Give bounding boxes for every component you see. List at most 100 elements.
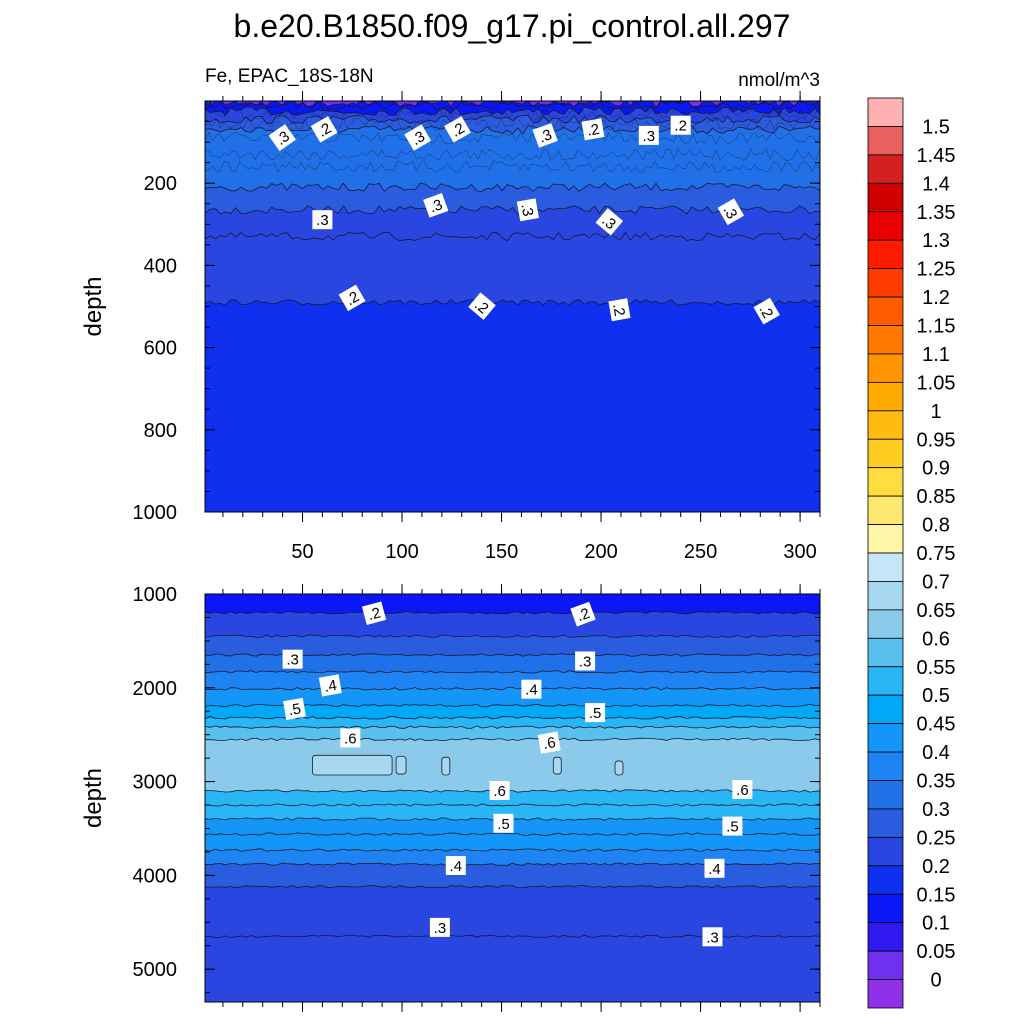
top-panel: .3 .2 .3 .2 .3 .2 .3 .2 .3 .3 .3 .3 .3 .2 .2 .2 .2 200 400… [80, 91, 821, 563]
colorbar-label: 0.6 [922, 628, 950, 650]
contour-label-text: .2 [674, 118, 687, 135]
colorbar-swatch [867, 438, 904, 469]
contour-label: .6 [537, 731, 561, 754]
y-tick-label: 1000 [133, 502, 178, 524]
contour-label: .2 [338, 284, 366, 312]
contour-label-text: .5 [726, 819, 739, 836]
contour-label-box [283, 697, 307, 720]
contour-line [205, 634, 820, 638]
colorbar-label: 0.2 [922, 856, 950, 878]
contour-label-box [445, 856, 466, 875]
contour-label-text: .5 [287, 700, 302, 719]
contour-label: .2 [310, 116, 338, 143]
colorbar-swatch [867, 694, 904, 725]
contour-blob [395, 755, 407, 775]
contour-label-box [423, 192, 449, 218]
colorbar-label: 0.65 [917, 600, 956, 622]
colorbar-swatch [867, 97, 904, 127]
colorbar-label: 0.05 [917, 941, 956, 963]
left-subtitle: Fe, EPAC_18S-18N [205, 66, 374, 87]
y-tick-label: 2000 [133, 678, 178, 700]
contour-label-box [310, 116, 338, 143]
colorbar-swatch [867, 268, 904, 298]
contour-label-text: .6 [542, 734, 557, 753]
colorbar-swatch [867, 979, 904, 1009]
contour-label-text: .2 [609, 302, 628, 317]
contour-label-text: .3 [537, 126, 555, 146]
colorbar-swatch [867, 836, 904, 867]
plot-frame [204, 593, 821, 1003]
colorbar-label: 0.25 [917, 827, 956, 849]
colorbar-label: 1.15 [917, 316, 956, 338]
colorbar-label: 1.5 [922, 116, 950, 138]
plot-area [205, 101, 820, 512]
colorbar-swatch [867, 865, 904, 895]
colorbar-swatch [867, 325, 904, 355]
contour-label-box [444, 116, 471, 143]
colorbar-label: 1.1 [922, 344, 950, 366]
colorbar-swatch [867, 808, 904, 838]
y-tick-label: 4000 [133, 865, 178, 887]
contour-label-text: .4 [525, 682, 538, 699]
colorbar-label: 1.3 [922, 230, 950, 252]
colorbar-swatch [867, 182, 904, 213]
contour-label-text: .2 [575, 605, 593, 625]
contour-label-box [570, 601, 596, 627]
y-tick-label: 800 [144, 420, 177, 442]
contour-label-text: .4 [323, 677, 338, 696]
x-tick-label: 300 [783, 541, 816, 563]
contour-label: .3 [423, 192, 449, 218]
contour-label: .3 [717, 198, 745, 226]
contour-label-box [670, 115, 691, 135]
contour-label: .3 [702, 927, 723, 947]
contour-line [205, 106, 820, 120]
x-tick-label: 250 [684, 541, 717, 563]
contour-label-box [282, 649, 303, 669]
colorbar-swatch [867, 751, 904, 781]
colorbar-label: 0.8 [922, 515, 950, 537]
contour-label: .3 [312, 210, 333, 230]
contour-label: .3 [516, 198, 539, 222]
contour-label-box [732, 780, 753, 799]
contour-label: .4 [318, 674, 342, 697]
contour-label-box [638, 125, 659, 145]
figure-title: b.e20.B1850.f09_g17.pi_control.all.297 [234, 8, 791, 44]
contour-label-box [404, 124, 432, 151]
colorbar-label: 0.75 [917, 543, 956, 565]
colorbar: 1.5 1.45 1.4 1.35 1.3 1.25 1.2 1.15 1.1 1.05 1 0.95… [867, 97, 956, 1009]
contour-label-box [340, 728, 361, 748]
contour-line [205, 611, 820, 615]
contour-label-box [722, 816, 743, 836]
contour-label-box [581, 118, 605, 141]
bottom-panel: .2 .2 .3 .3 .4 .4 .5 .5 .6 .6 .6 .6 .5 .5 .4 .4 .3 .3 1000… [80, 584, 821, 1012]
contour-line [205, 117, 820, 130]
x-tick-label: 50 [291, 541, 313, 563]
contour-label: .5 [283, 697, 307, 720]
contour-label: .6 [732, 780, 753, 799]
contour-label-box [312, 210, 333, 230]
contour-blob [312, 754, 393, 776]
contour-label-text: .6 [344, 730, 357, 747]
colorbar-label: 0.7 [922, 571, 950, 593]
contour-label: .2 [608, 298, 631, 322]
colorbar-label: 1.45 [917, 145, 956, 167]
contour-line [205, 737, 820, 742]
y-axis-label: depth [80, 276, 107, 336]
contour-label: .2 [570, 601, 596, 627]
colorbar-label: 1.4 [922, 173, 950, 195]
y-tick-label: 600 [144, 338, 177, 360]
contour-line [205, 832, 820, 836]
contour-line [205, 653, 820, 657]
contour-line [205, 131, 820, 145]
contour-label-text: .3 [434, 920, 447, 937]
contour-line [205, 716, 820, 720]
colorbar-label: 1.25 [917, 259, 956, 281]
colorbar-label: 1 [930, 401, 941, 423]
contour-label: .2 [468, 292, 496, 320]
contour-label: .2 [581, 118, 605, 141]
contour-label: .5 [585, 703, 606, 723]
contour-label-text: .3 [427, 196, 445, 216]
colorbar-swatch [867, 239, 904, 270]
contour-label-text: .6 [493, 783, 506, 800]
